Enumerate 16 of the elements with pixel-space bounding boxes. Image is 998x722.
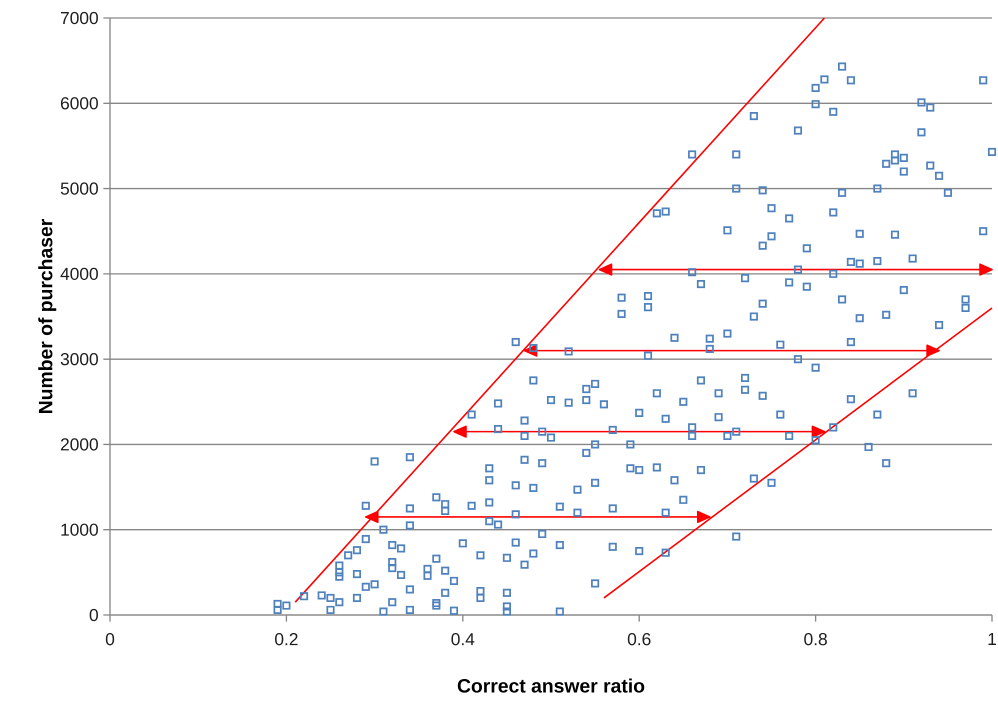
x-tick-label: 0: [106, 633, 114, 646]
y-tick-label: 7000: [60, 12, 98, 24]
y-tick-label: 1000: [61, 524, 98, 536]
y-tick-label: 6000: [60, 97, 98, 110]
y-tick-label: 0: [90, 608, 98, 622]
y-tick-label: 5000: [60, 182, 98, 195]
x-tick-label: 0.8: [804, 633, 827, 646]
x-tick-label: 0.2: [275, 633, 298, 646]
x-axis-title: Correct answer ratio: [458, 678, 644, 693]
y-tick-label: 2000: [60, 438, 98, 451]
x-tick-label: 1: [988, 633, 996, 645]
y-axis-title: Number of purchaser: [38, 219, 56, 413]
x-tick-label: 0.4: [451, 633, 474, 646]
y-tick-label: 3000: [60, 353, 98, 366]
y-tick-label: 4000: [60, 268, 98, 280]
x-tick-label: 0.6: [628, 633, 651, 646]
